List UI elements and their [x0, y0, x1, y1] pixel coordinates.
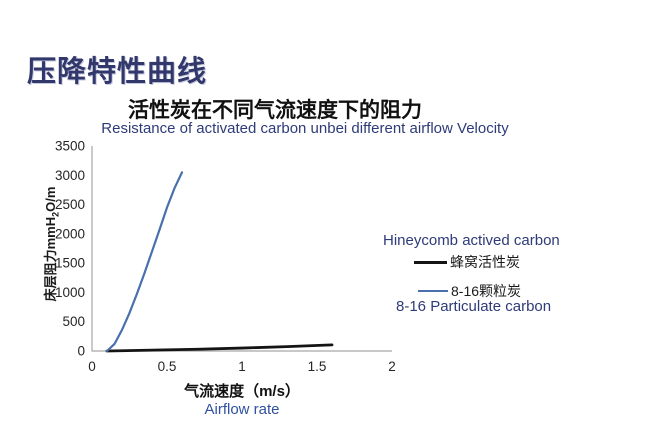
y-tick-label: 2500	[55, 197, 85, 212]
legend-annotation-particulate-english: 8-16 Particulate carbon	[396, 298, 552, 315]
legend-item-particulate: 8-16颗粒炭	[418, 283, 521, 299]
legend-item-honeycomb: 蜂窝活性炭	[414, 254, 520, 270]
y-tick-label: 1000	[55, 285, 85, 300]
axis-lines	[91, 146, 392, 352]
honeycomb-line-swatch-icon	[414, 260, 447, 264]
series-line-0	[105, 343, 334, 353]
slide-title: 压降特性曲线	[27, 56, 208, 88]
legend-annotation-honeycomb-english: Hineycomb actived carbon	[383, 232, 560, 249]
y-tick-label: 0	[77, 344, 85, 359]
x-axis-title-english: Airflow rate	[204, 401, 280, 418]
y-tick-label: 1500	[55, 256, 85, 271]
series-line-1	[105, 171, 184, 353]
x-tick-label: 1.5	[308, 359, 327, 374]
x-tick-label: 0	[88, 359, 96, 374]
particulate-line-swatch-icon	[418, 290, 448, 292]
chart-subtitle: Resistance of activated carbon unbei dif…	[101, 120, 509, 137]
chart-title: 活性炭在不同气流速度下的阻力	[128, 98, 422, 122]
x-axis-title: 气流速度（m/s）	[184, 383, 300, 400]
y-tick-label: 500	[62, 314, 85, 329]
y-tick-label: 3500	[55, 139, 85, 154]
x-tick-label: 0.5	[158, 359, 177, 374]
legend-item-honeycomb-label: 蜂窝活性炭	[450, 254, 520, 270]
y-tick-label: 3000	[55, 168, 85, 183]
x-tick-label: 2	[388, 359, 396, 374]
legend-item-particulate-label: 8-16颗粒炭	[451, 283, 522, 299]
y-tick-label: 2000	[55, 226, 85, 241]
x-tick-label: 1	[238, 359, 246, 374]
